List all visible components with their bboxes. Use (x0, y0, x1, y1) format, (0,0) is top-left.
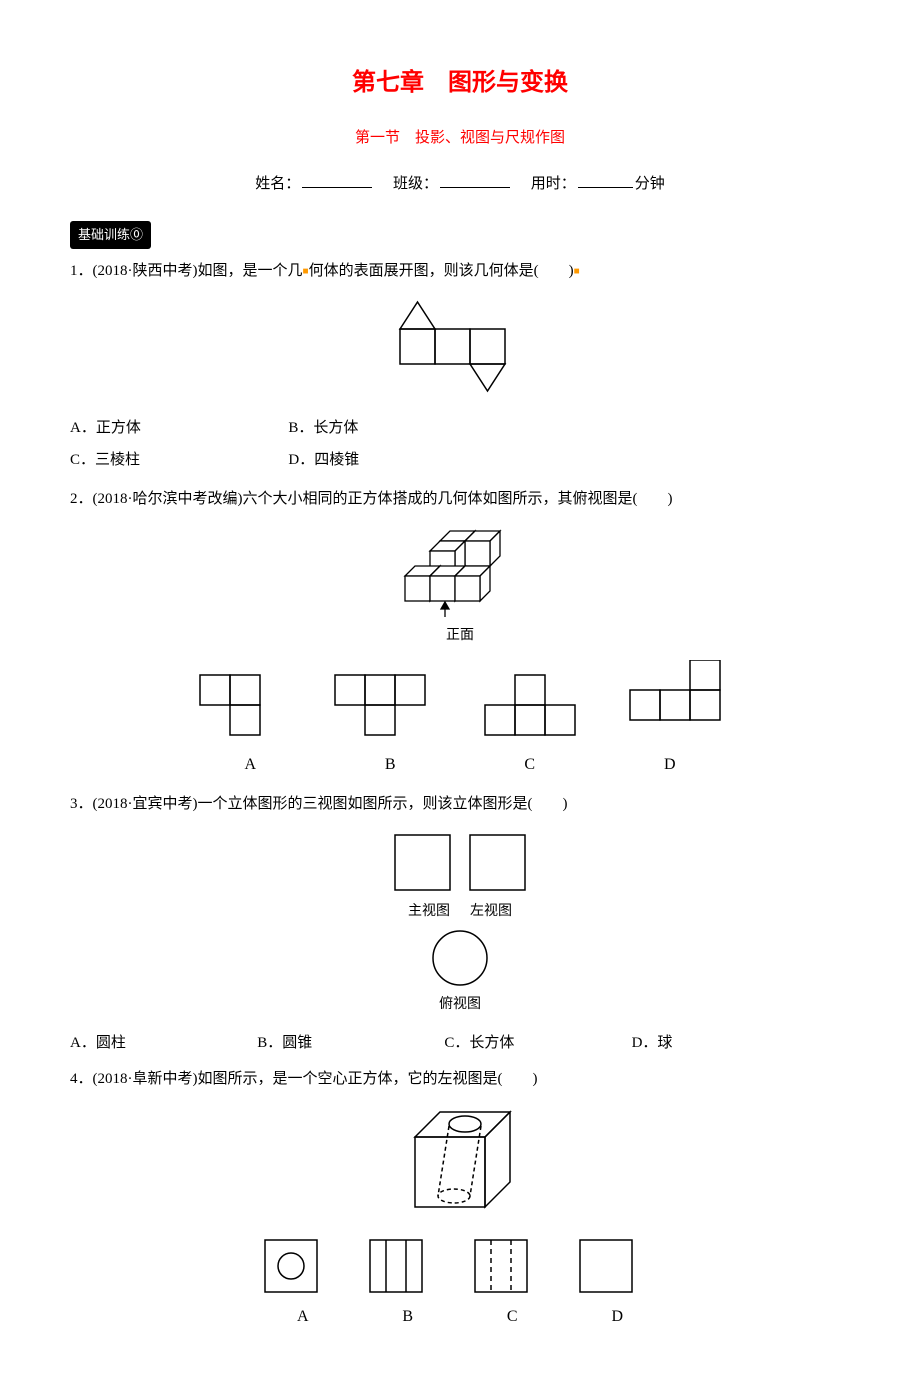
q2-options-figure: A B C D (70, 660, 850, 780)
q2-opt-d[interactable]: D (664, 750, 676, 780)
question-4: 4．(2018·阜新中考)如图所示，是一个空心正方体，它的左视图是( ) (70, 1065, 850, 1332)
opt-label: 球 (657, 1035, 672, 1051)
opt-label: 圆柱 (96, 1035, 126, 1051)
q3-opt-d[interactable]: D．球 (632, 1029, 819, 1058)
opt-label: 三棱柱 (95, 452, 140, 468)
question-2: 2．(2018·哈尔滨中考改编)六个大小相同的正方体搭成的几何体如图所示，其俯视… (70, 485, 850, 780)
q3-top-label: 俯视图 (70, 992, 850, 1019)
opt-key: D． (632, 1035, 658, 1051)
student-info-line: 姓名： 班级： 用时： 分钟 (70, 170, 850, 199)
opt-label: 长方体 (469, 1035, 514, 1051)
q3-source: (2018·宜宾中考) (93, 796, 198, 812)
q2-figure: 正面 (70, 521, 850, 650)
q1-figure (70, 294, 850, 404)
class-blank[interactable] (440, 172, 510, 188)
opt-label: 正方体 (96, 420, 141, 436)
opt-label: 圆锥 (282, 1035, 312, 1051)
question-3: 3．(2018·宜宾中考)一个立体图形的三视图如图所示，则该立体图形是( ) 主… (70, 790, 850, 1057)
marker-icon: ■ (574, 266, 580, 277)
q4-options-figure: A B C D (70, 1232, 850, 1332)
q4-opt-d[interactable]: D (611, 1302, 623, 1332)
opt-key: B． (288, 420, 313, 436)
q4-text: 如图所示，是一个空心正方体，它的左视图是( ) (198, 1071, 538, 1087)
question-1: 1．(2018·陕西中考)如图，是一个几■何体的表面展开图，则该几何体是( )■… (70, 257, 850, 477)
q2-opt-a[interactable]: A (244, 750, 256, 780)
q1-num: 1． (70, 263, 93, 279)
opt-key: A． (70, 1035, 96, 1051)
q2-num: 2． (70, 491, 93, 507)
q1-opt-b[interactable]: B．长方体 (288, 414, 506, 443)
opt-key: C． (70, 452, 95, 468)
q3-text: 一个立体图形的三视图如图所示，则该立体图形是( ) (198, 796, 568, 812)
opt-key: B． (257, 1035, 282, 1051)
q2-source: (2018·哈尔滨中考改编) (93, 491, 243, 507)
q1-text-b: 何体的表面展开图，则该几何体是( ) (309, 263, 574, 279)
time-unit: 分钟 (635, 176, 665, 192)
q3-num: 3． (70, 796, 93, 812)
q4-num: 4． (70, 1071, 93, 1087)
section-badge: 基础训练⓪ (70, 221, 151, 250)
class-label: 班级： (393, 176, 438, 192)
q3-front-label: 主视图 (408, 899, 450, 926)
q2-opt-b[interactable]: B (385, 750, 396, 780)
name-blank[interactable] (302, 172, 372, 188)
q1-text-a: 如图，是一个几 (198, 263, 303, 279)
q1-options: A．正方体 B．长方体 C．三棱柱 D．四棱锥 (70, 414, 850, 477)
opt-key: C． (444, 1035, 469, 1051)
q2-opt-c[interactable]: C (524, 750, 535, 780)
time-blank[interactable] (578, 172, 633, 188)
q3-opt-b[interactable]: B．圆锥 (257, 1029, 444, 1058)
q1-opt-d[interactable]: D．四棱锥 (288, 446, 506, 475)
opt-key: A． (70, 420, 96, 436)
q4-source: (2018·阜新中考) (93, 1071, 198, 1087)
name-label: 姓名： (255, 176, 300, 192)
q3-opt-c[interactable]: C．长方体 (444, 1029, 631, 1058)
q2-caption: 正面 (70, 623, 850, 650)
q2-text: 六个大小相同的正方体搭成的几何体如图所示，其俯视图是( ) (243, 491, 673, 507)
q1-opt-c[interactable]: C．三棱柱 (70, 446, 288, 475)
q3-opt-a[interactable]: A．圆柱 (70, 1029, 257, 1058)
q4-opt-b[interactable]: B (402, 1302, 413, 1332)
q3-left-label: 左视图 (470, 899, 512, 926)
opt-label: 长方体 (313, 420, 358, 436)
opt-label: 四棱锥 (314, 452, 359, 468)
section-title: 第一节 投影、视图与尺规作图 (70, 124, 850, 153)
time-label: 用时： (531, 176, 576, 192)
q3-figure: 主视图 左视图 俯视图 (70, 827, 850, 1019)
opt-key: D． (288, 452, 314, 468)
q4-opt-a[interactable]: A (297, 1302, 309, 1332)
q4-figure (70, 1102, 850, 1222)
q4-opt-c[interactable]: C (507, 1302, 518, 1332)
q1-opt-a[interactable]: A．正方体 (70, 414, 288, 443)
q3-options: A．圆柱 B．圆锥 C．长方体 D．球 (70, 1029, 850, 1058)
q1-source: (2018·陕西中考) (93, 263, 198, 279)
chapter-title: 第七章 图形与变换 (70, 60, 850, 106)
